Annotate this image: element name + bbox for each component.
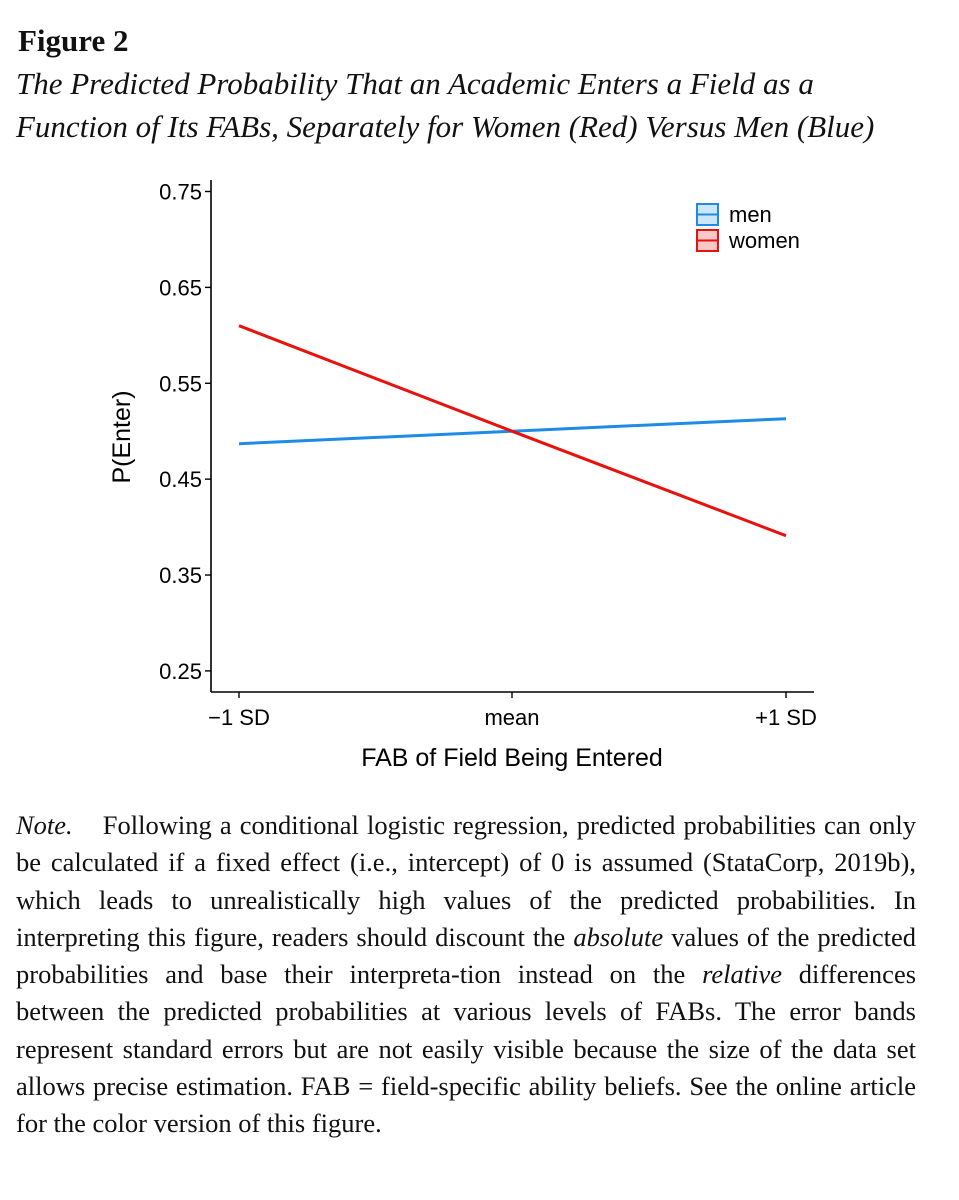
x-axis-ticks: −1 SD mean +1 SD <box>208 692 817 730</box>
legend-label-men: men <box>729 202 772 227</box>
note-text-2: values of the predicted probabilities an… <box>16 921 916 990</box>
y-tick-label: 0.55 <box>159 371 202 396</box>
note-emphasis-absolute: absolute <box>573 921 664 952</box>
y-tick-label: 0.25 <box>159 659 202 684</box>
y-tick-label: 0.35 <box>159 563 202 588</box>
legend-label-women: women <box>728 228 800 253</box>
figure-caption-line-2: Function of Its FABs, Separately for Wom… <box>16 109 875 144</box>
note-text-3: differences between the predicted probab… <box>16 959 917 1139</box>
y-axis-title: P(Enter) <box>108 390 136 483</box>
y-axis-ticks: 0.25 0.35 0.45 0.55 0.65 0.75 <box>159 180 211 684</box>
x-axis-title: FAB of Field Being Entered <box>361 744 663 772</box>
figure-label: Figure 2 <box>18 23 129 58</box>
x-tick-label: −1 SD <box>208 705 270 730</box>
line-chart: 0.250.350.450.550.650.75 −1 SD mean +1 SD … <box>108 180 817 772</box>
y-tick-label: 0.75 <box>159 180 202 205</box>
figure-note: Note. Following a conditional logistic r… <box>16 807 916 1143</box>
y-tick-label: 0.45 <box>159 467 202 492</box>
y-tick-label: 0.65 <box>159 275 202 300</box>
note-text-1: Following a conditional logistic regress… <box>16 810 916 952</box>
figure-caption: The Predicted Probability That an Academ… <box>16 62 936 148</box>
series-layer <box>238 324 787 538</box>
series-line-women <box>238 324 787 538</box>
note-lead: Note. <box>16 810 73 840</box>
figure-caption-line-1: The Predicted Probability That an Academ… <box>16 66 814 101</box>
note-emphasis-relative: relative <box>702 959 783 990</box>
x-tick-label: +1 SD <box>755 705 817 730</box>
x-tick-label: mean <box>484 705 539 730</box>
